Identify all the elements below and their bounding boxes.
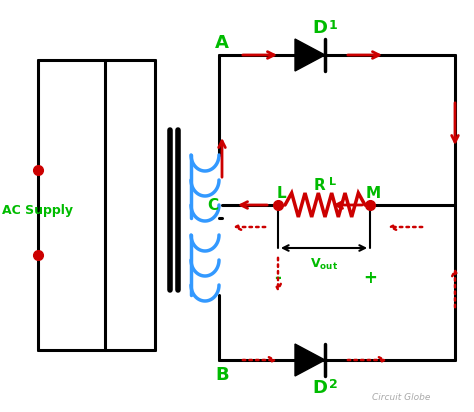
Text: M: M xyxy=(365,185,381,201)
Text: D: D xyxy=(312,379,328,397)
Text: +: + xyxy=(363,269,377,287)
Text: AC Supply: AC Supply xyxy=(2,204,73,216)
Text: D: D xyxy=(312,19,328,37)
Text: C: C xyxy=(207,197,218,213)
Text: A: A xyxy=(215,34,229,52)
Text: R: R xyxy=(314,178,326,192)
Text: $\mathbf{V_{out}}$: $\mathbf{V_{out}}$ xyxy=(310,256,338,272)
Text: B: B xyxy=(215,366,229,384)
Text: L: L xyxy=(276,185,286,201)
Text: 1: 1 xyxy=(328,19,337,31)
Polygon shape xyxy=(295,344,325,376)
Text: Circuit Globe: Circuit Globe xyxy=(372,393,430,402)
Text: 2: 2 xyxy=(328,379,337,391)
Text: -: - xyxy=(274,269,282,287)
Text: L: L xyxy=(329,177,337,187)
Polygon shape xyxy=(295,39,325,71)
